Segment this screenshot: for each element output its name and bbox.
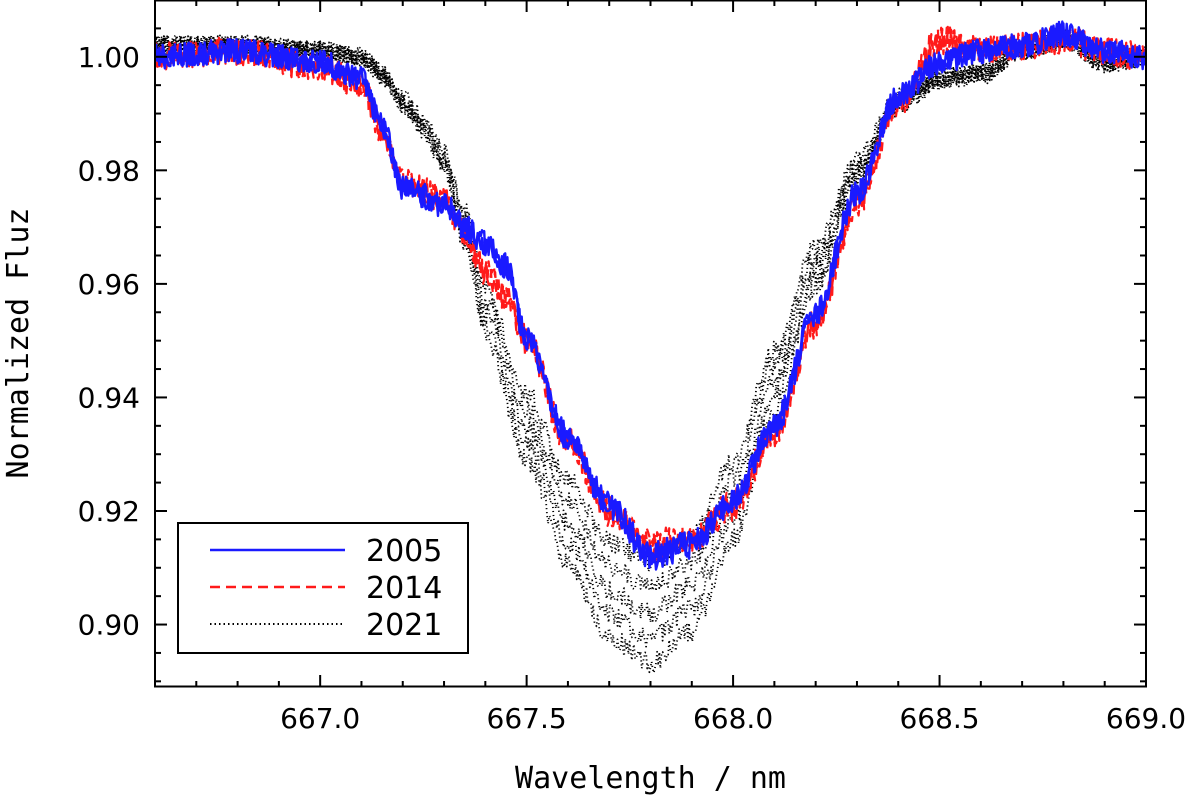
legend-label-2021: 2021	[366, 608, 442, 643]
x-tick-label: 667.0	[280, 702, 360, 735]
legend-label-2005: 2005	[366, 534, 442, 569]
series-line-2021	[155, 30, 1146, 674]
y-tick-label: 0.94	[78, 381, 140, 414]
x-tick-label: 668.0	[693, 702, 773, 735]
x-axis-title: Wavelength / nm	[515, 761, 786, 796]
y-tick-label: 0.98	[78, 154, 140, 187]
x-tick-label: 667.5	[487, 702, 567, 735]
series-layer	[155, 20, 1146, 674]
legend-label-2014: 2014	[366, 571, 442, 606]
legend: 2005 2014 2021	[177, 522, 469, 654]
y-tick-label: 0.96	[78, 268, 140, 301]
series-line-2005	[155, 20, 1146, 571]
y-axis-title: Normalized Fluz	[1, 208, 36, 479]
x-tick-label: 668.5	[899, 702, 979, 735]
x-tick-label: 669.0	[1106, 702, 1186, 735]
y-tick-label: 0.90	[78, 609, 140, 642]
ticks-layer: 667.0 667.5 668.0 668.5 669.0 0.90 0.92 0.94 0.9…	[78, 0, 1186, 735]
y-tick-label: 0.92	[78, 495, 140, 528]
y-tick-label: 1.00	[78, 41, 140, 74]
